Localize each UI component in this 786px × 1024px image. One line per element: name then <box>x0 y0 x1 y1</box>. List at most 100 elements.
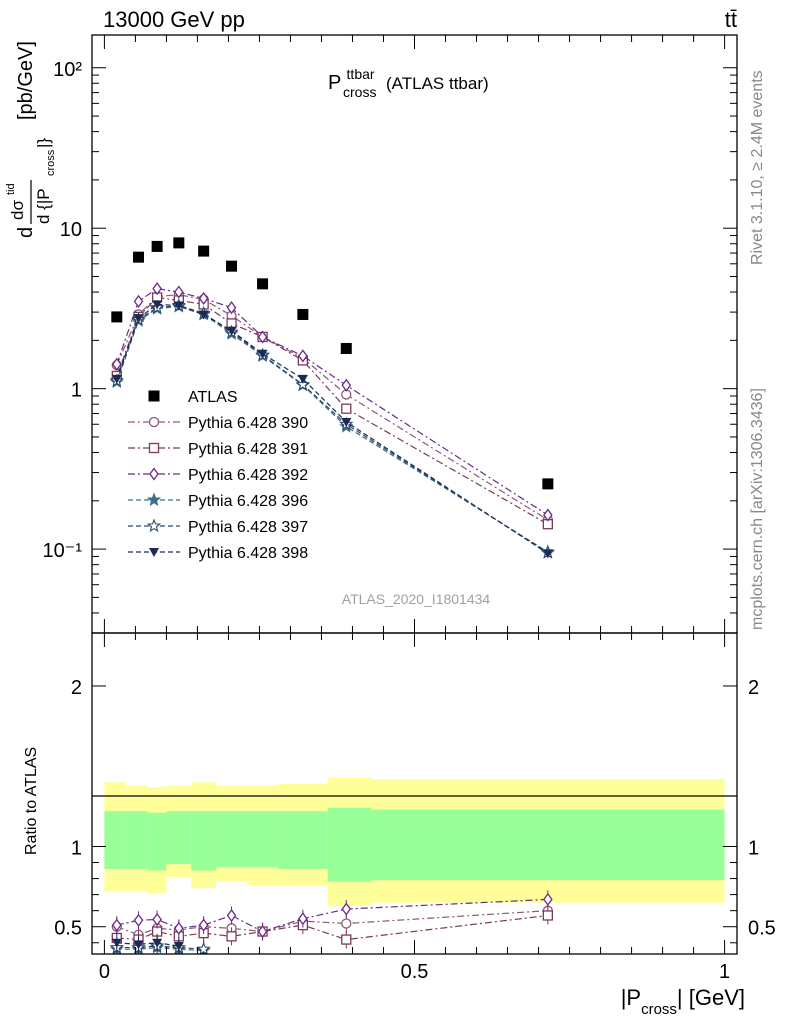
band-inner <box>247 811 279 868</box>
legend-marker <box>149 467 159 481</box>
ratio-y-axis-label: Ratio to ATLAS <box>23 747 40 855</box>
band-inner <box>327 807 372 882</box>
series-line <box>116 296 549 525</box>
analysis-id-label: ATLAS_2020_I1801434 <box>342 591 491 607</box>
ratio-point <box>226 931 237 942</box>
data-point <box>543 508 553 522</box>
legend-marker <box>146 492 162 507</box>
ratio-series-2 <box>112 890 553 941</box>
y-tick-label: 10⁻¹ <box>43 540 83 562</box>
legend-label: Pythia 6.428 390 <box>188 415 308 432</box>
ratio-series <box>109 890 553 954</box>
legend-marker <box>146 518 162 533</box>
band-inner <box>371 809 725 881</box>
series-0 <box>111 237 554 490</box>
data-point <box>226 300 237 315</box>
ratio-line <box>116 942 179 947</box>
series-3 <box>112 282 553 522</box>
svg-text:cross: cross <box>45 149 57 176</box>
svg-text:d {|P: d {|P <box>34 188 53 224</box>
ratio-point <box>112 918 122 932</box>
data-point <box>226 326 237 336</box>
data-point <box>341 403 352 414</box>
data-point <box>133 314 144 324</box>
ratio-point <box>341 902 352 916</box>
legend-marker <box>148 416 160 428</box>
main-ytick-labels: 10² 10 1 10⁻¹ <box>43 59 83 562</box>
band-inner <box>278 811 328 869</box>
data-point <box>174 285 184 299</box>
legend-marker <box>148 390 160 402</box>
y-tick-label: 1 <box>71 380 82 402</box>
legend-label: Pythia 6.428 398 <box>188 545 308 562</box>
data-point <box>133 251 145 263</box>
band-inner <box>126 811 148 869</box>
ratio-line <box>116 898 548 933</box>
series-4 <box>109 299 555 559</box>
series-line <box>116 288 549 516</box>
data-point <box>198 291 209 306</box>
ratio-y-tick-label-right: 2 <box>748 677 759 699</box>
y-tick-label: 10² <box>53 59 82 81</box>
series-line <box>116 294 549 521</box>
data-point <box>297 308 309 320</box>
ratio-y-tick-label-left: 2 <box>71 677 82 699</box>
svg-text:|}: |} <box>34 138 53 148</box>
ratio-line <box>116 914 548 941</box>
data-point <box>111 311 123 323</box>
series-line <box>116 303 549 554</box>
series-line <box>116 304 549 554</box>
data-point <box>152 300 163 310</box>
x-tick-label: 0 <box>99 961 110 983</box>
data-point <box>257 278 269 290</box>
data-point <box>112 357 122 371</box>
data-point <box>340 342 352 354</box>
data-point <box>151 240 163 252</box>
ratio-point <box>341 918 352 929</box>
ratio-uncertainty-bands <box>104 777 725 906</box>
data-point <box>198 310 209 320</box>
x-axis-label: |Pcross| [GeV] <box>621 985 745 1018</box>
svg-text:tid: tid <box>5 183 17 195</box>
ratio-point <box>341 934 352 945</box>
data-point <box>226 260 238 272</box>
y-tick-label: 10 <box>60 219 82 241</box>
legend-marker <box>148 442 160 454</box>
svg-text:[pb/GeV]: [pb/GeV] <box>15 41 37 120</box>
legend-label: Pythia 6.428 397 <box>188 519 308 536</box>
ratio-y-tick-label-left: 0.5 <box>54 918 82 940</box>
x-tick-labels: 0 0.5 1 <box>99 961 730 983</box>
x-tick-label: 0.5 <box>401 961 429 983</box>
series-6 <box>111 300 553 559</box>
legend-label: Pythia 6.428 392 <box>188 467 308 484</box>
ratio-point <box>298 912 308 926</box>
ratio-point <box>133 913 144 927</box>
main-title-subscript: cross <box>343 84 376 100</box>
band-inner <box>104 811 127 869</box>
ratio-point <box>196 941 211 954</box>
series-5 <box>109 298 555 559</box>
band-inner <box>166 811 192 865</box>
ratio-point <box>173 941 184 951</box>
data-point <box>257 349 268 359</box>
ratio-line <box>116 910 548 936</box>
main-axis-ticks <box>92 35 737 634</box>
data-point <box>341 417 352 427</box>
ratio-y-tick-label-right: 1 <box>748 837 759 859</box>
data-point <box>542 549 553 559</box>
main-panel: P ttbar cross (ATLAS ttbar) d dσ tid d {… <box>5 34 738 634</box>
ratio-point <box>111 938 122 948</box>
ratio-axis-ticks <box>92 633 737 954</box>
ratio-point <box>152 912 162 927</box>
data-point <box>133 294 144 308</box>
rivet-version-label: Rivet 3.1.10, ≥ 2.4M events <box>749 70 766 265</box>
ratio-y-tick-label-right: 0.5 <box>748 918 776 940</box>
data-point <box>173 301 184 311</box>
ratio-point <box>152 938 163 948</box>
ratio-point <box>133 940 144 950</box>
main-title: P ttbar cross (ATLAS ttbar) <box>328 62 489 102</box>
data-point <box>297 374 308 384</box>
legend-label: ATLAS <box>188 389 238 406</box>
svg-text:dσ: dσ <box>8 200 27 220</box>
ratio-point <box>198 918 209 932</box>
